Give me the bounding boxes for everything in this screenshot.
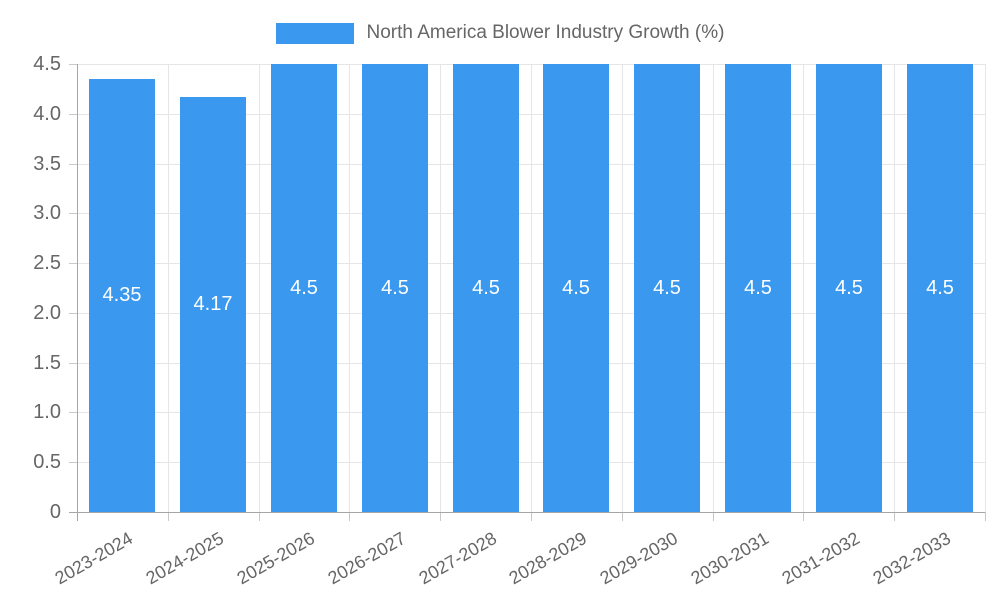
x-tick-label: 2026-2027 xyxy=(324,528,409,589)
y-tick-mark xyxy=(69,462,77,463)
x-tick-label: 2023-2024 xyxy=(51,528,136,589)
bar[interactable] xyxy=(634,64,700,512)
y-tick-label: 0 xyxy=(49,501,61,523)
bar[interactable] xyxy=(453,64,519,512)
x-tick-label: 2024-2025 xyxy=(142,528,227,589)
y-tick-mark xyxy=(69,412,77,413)
x-gridline xyxy=(622,64,623,512)
x-gridline xyxy=(531,64,532,512)
y-tick-mark xyxy=(69,263,77,264)
x-tick-label: 2029-2030 xyxy=(596,528,681,589)
bar-value-label: 4.5 xyxy=(472,277,500,299)
y-axis-line xyxy=(77,64,78,521)
y-tick-label: 2.0 xyxy=(33,302,61,324)
x-gridline xyxy=(349,64,350,512)
x-tick-mark xyxy=(259,512,260,521)
x-gridline xyxy=(259,64,260,512)
x-tick-mark xyxy=(803,512,804,521)
x-gridline xyxy=(168,64,169,512)
bar[interactable] xyxy=(180,97,246,512)
y-tick-label: 1.5 xyxy=(33,352,61,374)
x-tick-mark xyxy=(713,512,714,521)
x-gridline xyxy=(803,64,804,512)
x-tick-mark xyxy=(531,512,532,521)
legend[interactable]: North America Blower Industry Growth (%) xyxy=(0,20,1000,46)
x-tick-mark xyxy=(622,512,623,521)
y-tick-mark xyxy=(69,213,77,214)
y-tick-mark xyxy=(69,164,77,165)
x-tick-mark xyxy=(168,512,169,521)
x-gridline xyxy=(713,64,714,512)
y-tick-label: 3.0 xyxy=(33,202,61,224)
bar-value-label: 4.17 xyxy=(193,293,233,315)
y-tick-label: 1.0 xyxy=(33,401,61,423)
x-axis-line xyxy=(69,512,985,513)
bar[interactable] xyxy=(543,64,609,512)
bar-value-label: 4.5 xyxy=(835,277,863,299)
legend-label: North America Blower Industry Growth (%) xyxy=(366,22,725,43)
x-tick-label: 2030-2031 xyxy=(687,528,772,589)
y-tick-label: 4.5 xyxy=(33,53,61,75)
bar[interactable] xyxy=(725,64,791,512)
bar[interactable] xyxy=(362,64,428,512)
bar[interactable] xyxy=(89,79,155,512)
bar[interactable] xyxy=(907,64,973,512)
x-tick-label: 2031-2032 xyxy=(778,528,863,589)
legend-swatch xyxy=(275,22,354,44)
x-tick-mark xyxy=(894,512,895,521)
x-tick-label: 2028-2029 xyxy=(505,528,590,589)
x-tick-mark xyxy=(985,512,986,521)
y-tick-mark xyxy=(69,363,77,364)
y-tick-label: 2.5 xyxy=(33,252,61,274)
bar-value-label: 4.5 xyxy=(744,277,772,299)
bar-value-label: 4.5 xyxy=(926,277,954,299)
x-gridline xyxy=(894,64,895,512)
x-tick-mark xyxy=(349,512,350,521)
y-tick-label: 3.5 xyxy=(33,153,61,175)
bar[interactable] xyxy=(271,64,337,512)
y-tick-mark xyxy=(69,114,77,115)
y-tick-mark xyxy=(69,313,77,314)
y-tick-label: 0.5 xyxy=(33,451,61,473)
bar-value-label: 4.5 xyxy=(290,277,318,299)
bar[interactable] xyxy=(816,64,882,512)
bar-value-label: 4.5 xyxy=(562,277,590,299)
x-gridline xyxy=(440,64,441,512)
x-tick-label: 2025-2026 xyxy=(233,528,318,589)
y-tick-label: 4.0 xyxy=(33,103,61,125)
bar-value-label: 4.5 xyxy=(653,277,681,299)
x-tick-mark xyxy=(440,512,441,521)
x-gridline xyxy=(985,64,986,512)
x-tick-label: 2027-2028 xyxy=(415,528,500,589)
bar-value-label: 4.35 xyxy=(102,284,142,306)
x-tick-label: 2032-2033 xyxy=(869,528,954,589)
y-tick-mark xyxy=(69,64,77,65)
bar-value-label: 4.5 xyxy=(381,277,409,299)
